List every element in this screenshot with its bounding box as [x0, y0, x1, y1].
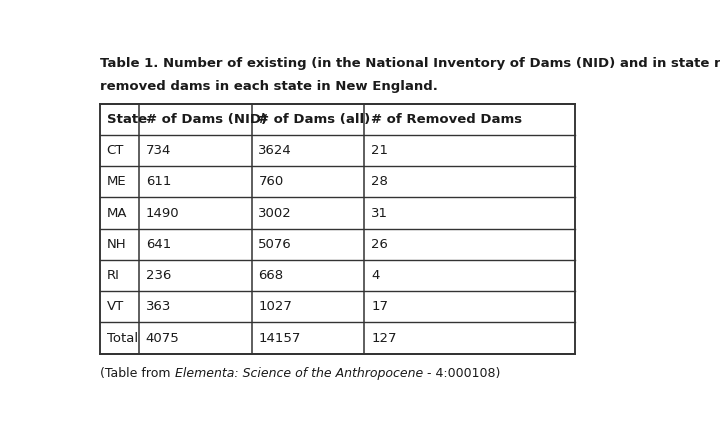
Text: 4075: 4075: [145, 332, 179, 345]
Text: 734: 734: [145, 144, 171, 157]
Text: 28: 28: [371, 175, 388, 188]
Text: ME: ME: [107, 175, 127, 188]
Text: MA: MA: [107, 207, 127, 220]
Text: RI: RI: [107, 269, 120, 282]
Text: # of Dams (NID): # of Dams (NID): [145, 113, 267, 126]
Text: 668: 668: [258, 269, 284, 282]
Text: 14157: 14157: [258, 332, 301, 345]
Text: Table 1. Number of existing (in the National Inventory of Dams (NID) and in stat: Table 1. Number of existing (in the Nati…: [100, 57, 720, 70]
Text: 127: 127: [371, 332, 397, 345]
Text: 26: 26: [371, 238, 388, 251]
Text: 363: 363: [145, 301, 171, 313]
Text: 611: 611: [145, 175, 171, 188]
Text: 1490: 1490: [145, 207, 179, 220]
Text: # of Removed Dams: # of Removed Dams: [371, 113, 522, 126]
Text: 641: 641: [145, 238, 171, 251]
Bar: [100, 103, 575, 354]
Text: 3002: 3002: [258, 207, 292, 220]
Text: CT: CT: [107, 144, 124, 157]
Text: 21: 21: [371, 144, 388, 157]
Text: # of Dams (all): # of Dams (all): [258, 113, 371, 126]
Text: 17: 17: [371, 301, 388, 313]
Text: VT: VT: [107, 301, 124, 313]
Text: 3624: 3624: [258, 144, 292, 157]
Text: 236: 236: [145, 269, 171, 282]
Text: NH: NH: [107, 238, 127, 251]
Text: (Table from: (Table from: [100, 367, 174, 380]
Text: 5076: 5076: [258, 238, 292, 251]
Text: 4: 4: [371, 269, 379, 282]
Text: Total: Total: [107, 332, 138, 345]
Text: Elementa: Science of the Anthropocene: Elementa: Science of the Anthropocene: [174, 367, 423, 380]
Text: 760: 760: [258, 175, 284, 188]
Text: State: State: [107, 113, 147, 126]
Text: 31: 31: [371, 207, 388, 220]
Text: - 4:000108): - 4:000108): [423, 367, 500, 380]
Text: 1027: 1027: [258, 301, 292, 313]
Text: removed dams in each state in New England.: removed dams in each state in New Englan…: [100, 80, 438, 93]
